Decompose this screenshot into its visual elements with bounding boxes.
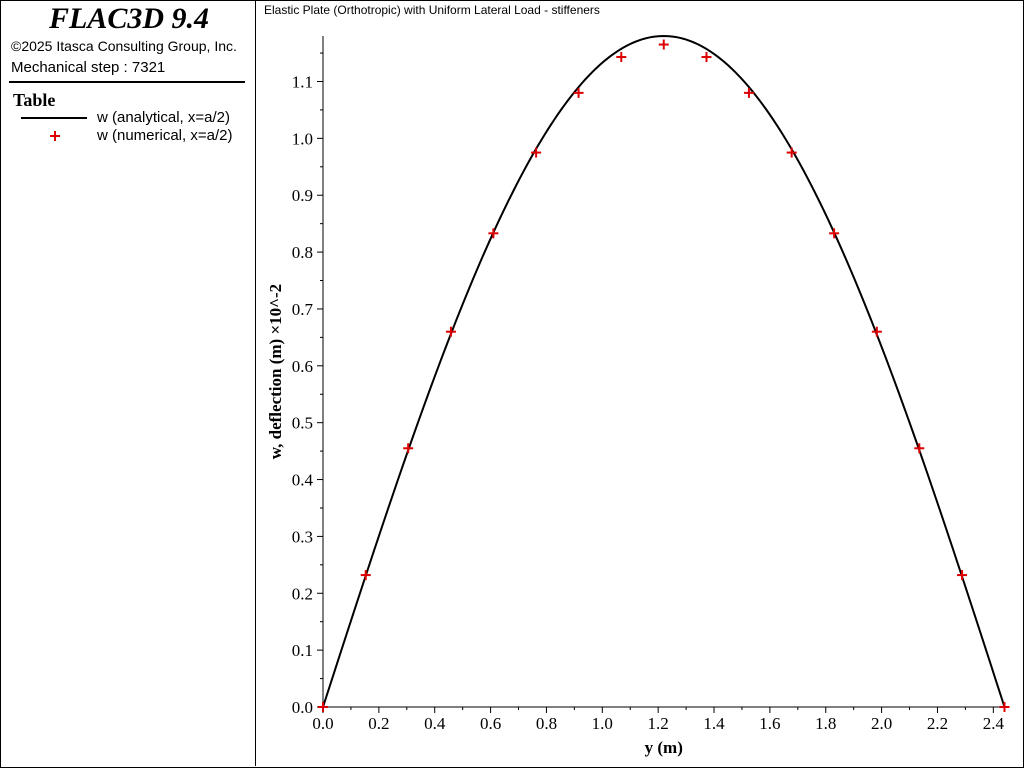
numerical-point: [403, 443, 414, 454]
plus-marker-icon: [50, 131, 60, 141]
y-tick-label: 0.1: [292, 641, 313, 660]
numerical-point: [658, 39, 669, 50]
y-tick-label: 0.7: [292, 300, 314, 319]
numerical-point: [488, 228, 499, 239]
y-axis-title: w, deflection (m) ×10^-2: [266, 284, 285, 459]
line-swatch-icon: [21, 117, 87, 119]
y-tick-label: 0.3: [292, 527, 313, 546]
numerical-point: [871, 326, 882, 337]
numerical-point: [829, 228, 840, 239]
legend-heading: Table: [13, 90, 56, 110]
y-tick-label: 0.2: [292, 584, 313, 603]
x-tick-label: 1.2: [648, 714, 669, 733]
y-tick-label: 1.1: [292, 72, 313, 91]
numerical-point: [360, 570, 371, 581]
y-tick-label: 0.6: [292, 357, 313, 376]
chart-title: Elastic Plate (Orthotropic) with Uniform…: [264, 3, 600, 17]
numerical-point: [957, 570, 968, 581]
numerical-series: [318, 39, 1010, 712]
legend-item-analytical: w (analytical, x=a/2): [21, 109, 251, 127]
app-title: FLAC3D 9.4: [48, 2, 210, 35]
legend-label-analytical: w (analytical, x=a/2): [97, 109, 230, 126]
x-tick-label: 0.6: [480, 714, 501, 733]
x-tick-label: 0.4: [424, 714, 446, 733]
y-tick-label: 0.8: [292, 243, 313, 262]
numerical-point: [573, 87, 584, 98]
numerical-point: [999, 702, 1010, 712]
x-tick-label: 2.4: [983, 714, 1005, 733]
numerical-point: [318, 702, 328, 712]
x-tick-label: 2.0: [871, 714, 892, 733]
analytical-curve-line: [322, 34, 1006, 708]
x-tick-label: 1.6: [759, 714, 780, 733]
y-tick-label: 0.0: [292, 698, 313, 717]
numerical-point: [701, 52, 712, 63]
x-tick-label: 2.2: [927, 714, 948, 733]
copyright-text: ©2025 Itasca Consulting Group, Inc.: [11, 38, 237, 54]
y-tick-label: 0.9: [292, 186, 313, 205]
numerical-point: [531, 147, 542, 158]
legend-label-numerical: w (numerical, x=a/2): [97, 127, 233, 144]
x-axis-title: y (m): [645, 738, 683, 757]
numerical-point: [786, 147, 797, 158]
y-tick-label: 0.5: [292, 414, 313, 433]
x-tick-label: 0.2: [368, 714, 389, 733]
header-divider: [9, 81, 245, 83]
y-tick-label: 0.4: [292, 471, 314, 490]
numerical-point: [743, 87, 754, 98]
legend-item-numerical: w (numerical, x=a/2): [21, 127, 251, 145]
x-tick-label: 1.8: [815, 714, 836, 733]
x-tick-label: 0.8: [536, 714, 557, 733]
x-tick-label: 1.0: [592, 714, 613, 733]
x-tick-label: 0.0: [312, 714, 333, 733]
analytical-series: [322, 34, 1006, 708]
numerical-point: [445, 326, 456, 337]
y-tick-label: 1.0: [292, 129, 313, 148]
x-tick-label: 1.4: [703, 714, 725, 733]
numerical-point: [914, 443, 925, 454]
numerical-point: [616, 52, 627, 63]
chart-axes: 0.0 0.2 0.4 0.6 0.8 1.0 1.2 1.4 1.6 1.8 2.0 2.2 2.4 0…: [292, 36, 1006, 733]
legend-panel: FLAC3D 9.4 ©2025 Itasca Consulting Group…: [1, 1, 256, 766]
mechanical-step-text: Mechanical step : 7321: [11, 59, 166, 76]
